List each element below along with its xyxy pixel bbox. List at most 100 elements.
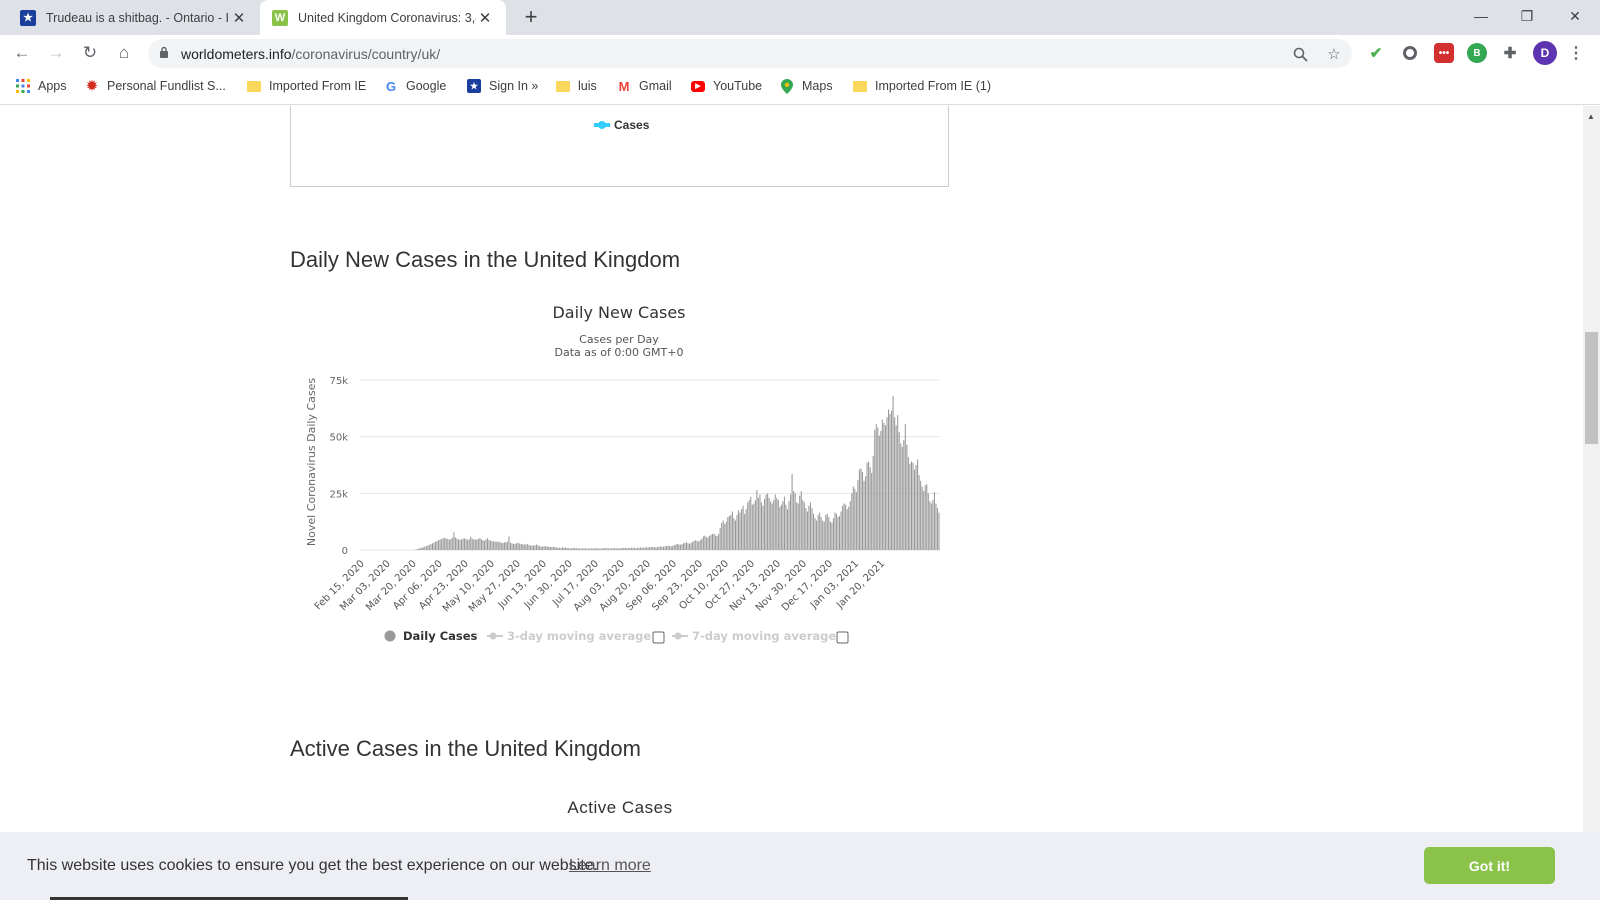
puzzle-extensions-icon[interactable]: ✚ xyxy=(1503,45,1517,62)
bar[interactable] xyxy=(427,545,429,550)
bar[interactable] xyxy=(926,484,928,550)
bar[interactable] xyxy=(430,544,432,550)
bar[interactable] xyxy=(734,520,737,550)
bar[interactable] xyxy=(520,543,522,550)
bar[interactable] xyxy=(491,541,493,550)
bar[interactable] xyxy=(900,443,902,550)
bar[interactable] xyxy=(580,548,582,550)
bookmark-luis[interactable]: luis xyxy=(556,79,597,93)
bar[interactable] xyxy=(644,547,646,550)
bar[interactable] xyxy=(601,548,603,550)
bar[interactable] xyxy=(696,541,698,550)
bar[interactable] xyxy=(643,547,645,550)
bar[interactable] xyxy=(857,479,859,550)
bar[interactable] xyxy=(499,541,501,550)
bar[interactable] xyxy=(682,543,684,550)
bar[interactable] xyxy=(444,537,446,550)
legend-7-day-moving-average[interactable]: 7-day moving average xyxy=(692,629,836,643)
bar[interactable] xyxy=(571,548,573,550)
bar[interactable] xyxy=(516,543,518,550)
bar[interactable] xyxy=(849,501,851,550)
bar[interactable] xyxy=(823,521,825,550)
bar[interactable] xyxy=(716,536,718,550)
bar[interactable] xyxy=(574,547,576,550)
minimize-button[interactable]: ― xyxy=(1474,8,1488,24)
bar[interactable] xyxy=(442,538,444,550)
bar[interactable] xyxy=(751,504,753,550)
bar[interactable] xyxy=(852,486,854,550)
bar[interactable] xyxy=(770,501,772,550)
profile-avatar[interactable]: D xyxy=(1533,41,1557,65)
bar[interactable] xyxy=(883,423,885,550)
bar[interactable] xyxy=(782,501,784,550)
bar[interactable] xyxy=(500,542,502,550)
bar[interactable] xyxy=(915,465,917,550)
bar[interactable] xyxy=(907,457,909,550)
bar[interactable] xyxy=(819,512,821,550)
bar[interactable] xyxy=(461,539,463,550)
bar[interactable] xyxy=(805,508,807,550)
bar[interactable] xyxy=(584,548,587,550)
legend-cases[interactable]: Cases xyxy=(594,118,649,132)
bar[interactable] xyxy=(537,545,539,550)
bar[interactable] xyxy=(603,548,605,550)
bar[interactable] xyxy=(774,494,776,550)
scrollbar-thumb[interactable] xyxy=(1585,332,1598,444)
bar[interactable] xyxy=(690,542,692,550)
bar[interactable] xyxy=(467,539,469,550)
bar[interactable] xyxy=(451,537,453,550)
bar[interactable] xyxy=(545,546,547,550)
bar[interactable] xyxy=(938,512,940,550)
bar[interactable] xyxy=(811,508,813,550)
bar[interactable] xyxy=(724,523,726,550)
learn-more-link[interactable]: Learn more xyxy=(569,857,651,874)
bar[interactable] xyxy=(779,506,781,550)
bar[interactable] xyxy=(566,547,568,550)
bar[interactable] xyxy=(728,516,730,550)
bar[interactable] xyxy=(860,468,862,550)
bar[interactable] xyxy=(653,547,655,550)
bar[interactable] xyxy=(904,424,906,550)
bar[interactable] xyxy=(788,501,790,550)
bar[interactable] xyxy=(693,540,695,550)
bar[interactable] xyxy=(897,415,899,550)
bar[interactable] xyxy=(554,547,556,550)
bar[interactable] xyxy=(424,546,426,550)
bar[interactable] xyxy=(543,546,545,550)
back-arrow-icon[interactable]: ← xyxy=(13,43,31,62)
bar[interactable] xyxy=(777,500,779,550)
bar[interactable] xyxy=(459,539,461,550)
bar[interactable] xyxy=(664,546,666,550)
bar[interactable] xyxy=(809,502,811,550)
bar[interactable] xyxy=(773,500,775,550)
bar[interactable] xyxy=(681,544,683,550)
bar[interactable] xyxy=(822,520,824,550)
bar[interactable] xyxy=(433,542,435,550)
bookmark-imported-from-ie[interactable]: Imported From IE xyxy=(247,79,366,93)
bar[interactable] xyxy=(802,500,804,550)
bar[interactable] xyxy=(666,545,668,550)
bar[interactable] xyxy=(506,541,508,550)
bar[interactable] xyxy=(592,548,594,550)
bar[interactable] xyxy=(655,547,657,550)
bar[interactable] xyxy=(473,539,475,550)
restore-button[interactable]: ❐ xyxy=(1520,7,1534,24)
bar[interactable] xyxy=(658,546,660,550)
bookmark-gmail[interactable]: M Gmail xyxy=(617,79,672,94)
bar[interactable] xyxy=(730,514,732,550)
bar[interactable] xyxy=(719,528,721,550)
bar[interactable] xyxy=(737,510,740,550)
bar[interactable] xyxy=(465,539,467,550)
bar[interactable] xyxy=(652,547,654,550)
legend-daily-cases[interactable]: Daily Cases xyxy=(403,629,478,643)
close-tab-icon[interactable]: ✕ xyxy=(478,9,492,27)
bar[interactable] xyxy=(817,514,819,550)
bar[interactable] xyxy=(447,539,449,550)
bar[interactable] xyxy=(692,541,694,550)
bookmark-sign-in[interactable]: ★ Sign In » xyxy=(467,79,538,93)
bar[interactable] xyxy=(767,493,769,550)
bar[interactable] xyxy=(480,539,482,550)
bar[interactable] xyxy=(676,543,678,550)
bar[interactable] xyxy=(606,548,608,550)
bar[interactable] xyxy=(840,511,842,550)
